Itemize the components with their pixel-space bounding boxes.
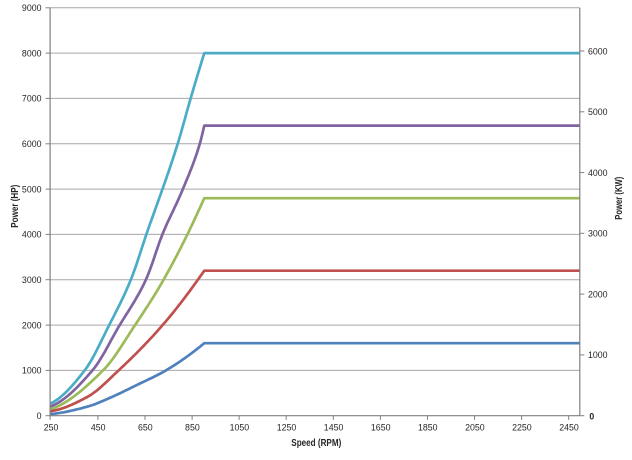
svg-text:Power (KW): Power (KW) [614,177,625,220]
svg-text:6000: 6000 [22,139,42,149]
svg-text:3000: 3000 [22,275,42,285]
svg-text:1000: 1000 [22,366,42,376]
svg-text:4000: 4000 [22,230,42,240]
svg-text:5000: 5000 [588,107,608,117]
svg-text:2250: 2250 [512,422,532,432]
svg-text:Speed (RPM): Speed (RPM) [291,438,341,449]
svg-text:0: 0 [589,411,594,421]
svg-text:450: 450 [91,422,106,432]
svg-text:1050: 1050 [230,422,250,432]
svg-text:1450: 1450 [324,422,344,432]
svg-text:2000: 2000 [588,289,608,299]
svg-text:2050: 2050 [465,422,485,432]
svg-text:1000: 1000 [588,350,608,360]
svg-text:2000: 2000 [22,320,42,330]
svg-text:3000: 3000 [588,229,608,239]
svg-text:1850: 1850 [418,422,438,432]
svg-text:9000: 9000 [22,3,42,13]
svg-text:Power (HP): Power (HP) [10,185,21,228]
svg-text:650: 650 [138,422,153,432]
svg-text:5000: 5000 [22,184,42,194]
svg-text:6000: 6000 [588,46,608,56]
svg-text:4000: 4000 [588,168,608,178]
svg-text:850: 850 [185,422,200,432]
svg-text:2450: 2450 [559,422,579,432]
svg-text:7000: 7000 [22,94,42,104]
svg-text:1650: 1650 [371,422,391,432]
svg-text:1250: 1250 [277,422,297,432]
svg-text:0: 0 [37,411,42,421]
svg-text:250: 250 [44,422,59,432]
svg-text:8000: 8000 [22,48,42,58]
